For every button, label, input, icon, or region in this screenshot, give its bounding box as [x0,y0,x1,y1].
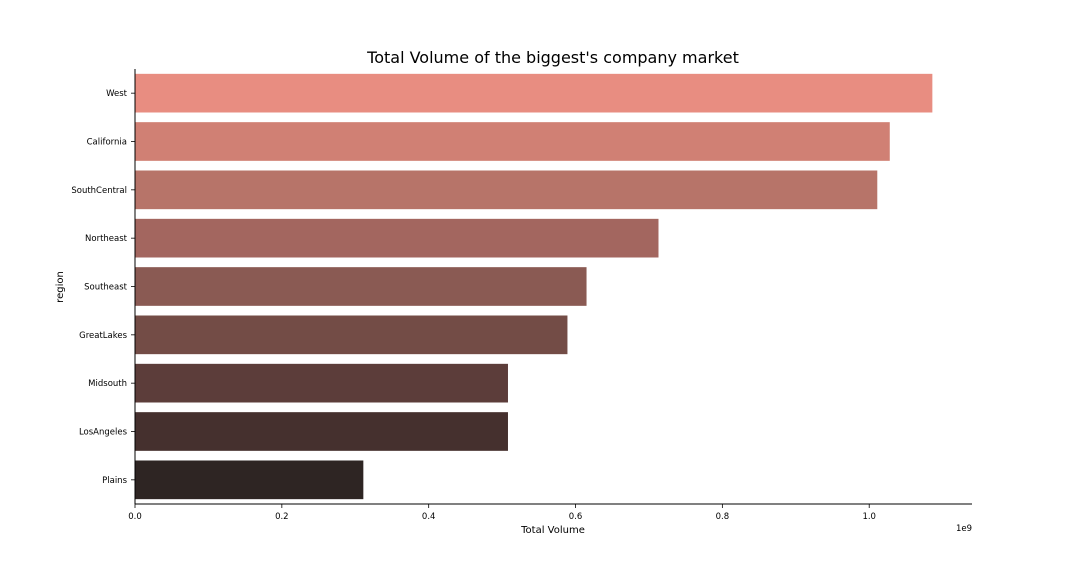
x-axis-ticks: 0.0 0.2 0.4 0.6 0.8 1.0 [128,504,876,522]
bar-california [135,122,890,161]
y-tick-label-losangeles: LosAngeles [79,428,128,438]
x-tick-label: 0.8 [716,512,730,522]
y-tick-label-northeast: Northeast [85,234,128,244]
y-tick-label-midsouth: Midsouth [88,379,127,389]
y-tick-label-california: California [87,138,127,148]
bar-northeast [135,219,658,258]
x-axis-label: Total Volume [520,525,585,536]
y-tick-label-greatlakes: GreatLakes [79,331,127,341]
bar-southcentral [135,171,877,210]
bar-southeast [135,267,587,306]
bar-greatlakes [135,316,567,355]
bar-plains [135,461,363,500]
x-axis-scale-label: 1e9 [956,524,972,534]
bar-midsouth [135,364,508,403]
bars-group [135,74,932,499]
y-tick-label-southeast: Southeast [84,283,128,293]
x-tick-label: 1.0 [862,512,876,522]
x-tick-label: 0.6 [569,512,583,522]
y-tick-label-southcentral: SouthCentral [71,186,127,196]
bar-losangeles [135,412,508,451]
x-tick-label: 0.0 [128,512,142,522]
y-tick-label-west: West [106,89,128,99]
x-tick-label: 0.4 [422,512,436,522]
bar-west [135,74,932,113]
chart-title: Total Volume of the biggest's company ma… [366,48,739,67]
y-axis-label: region [55,271,66,303]
x-tick-label: 0.2 [275,512,289,522]
y-axis-ticks: West California SouthCentral Northeast South… [71,89,135,486]
y-tick-label-plains: Plains [102,476,127,486]
